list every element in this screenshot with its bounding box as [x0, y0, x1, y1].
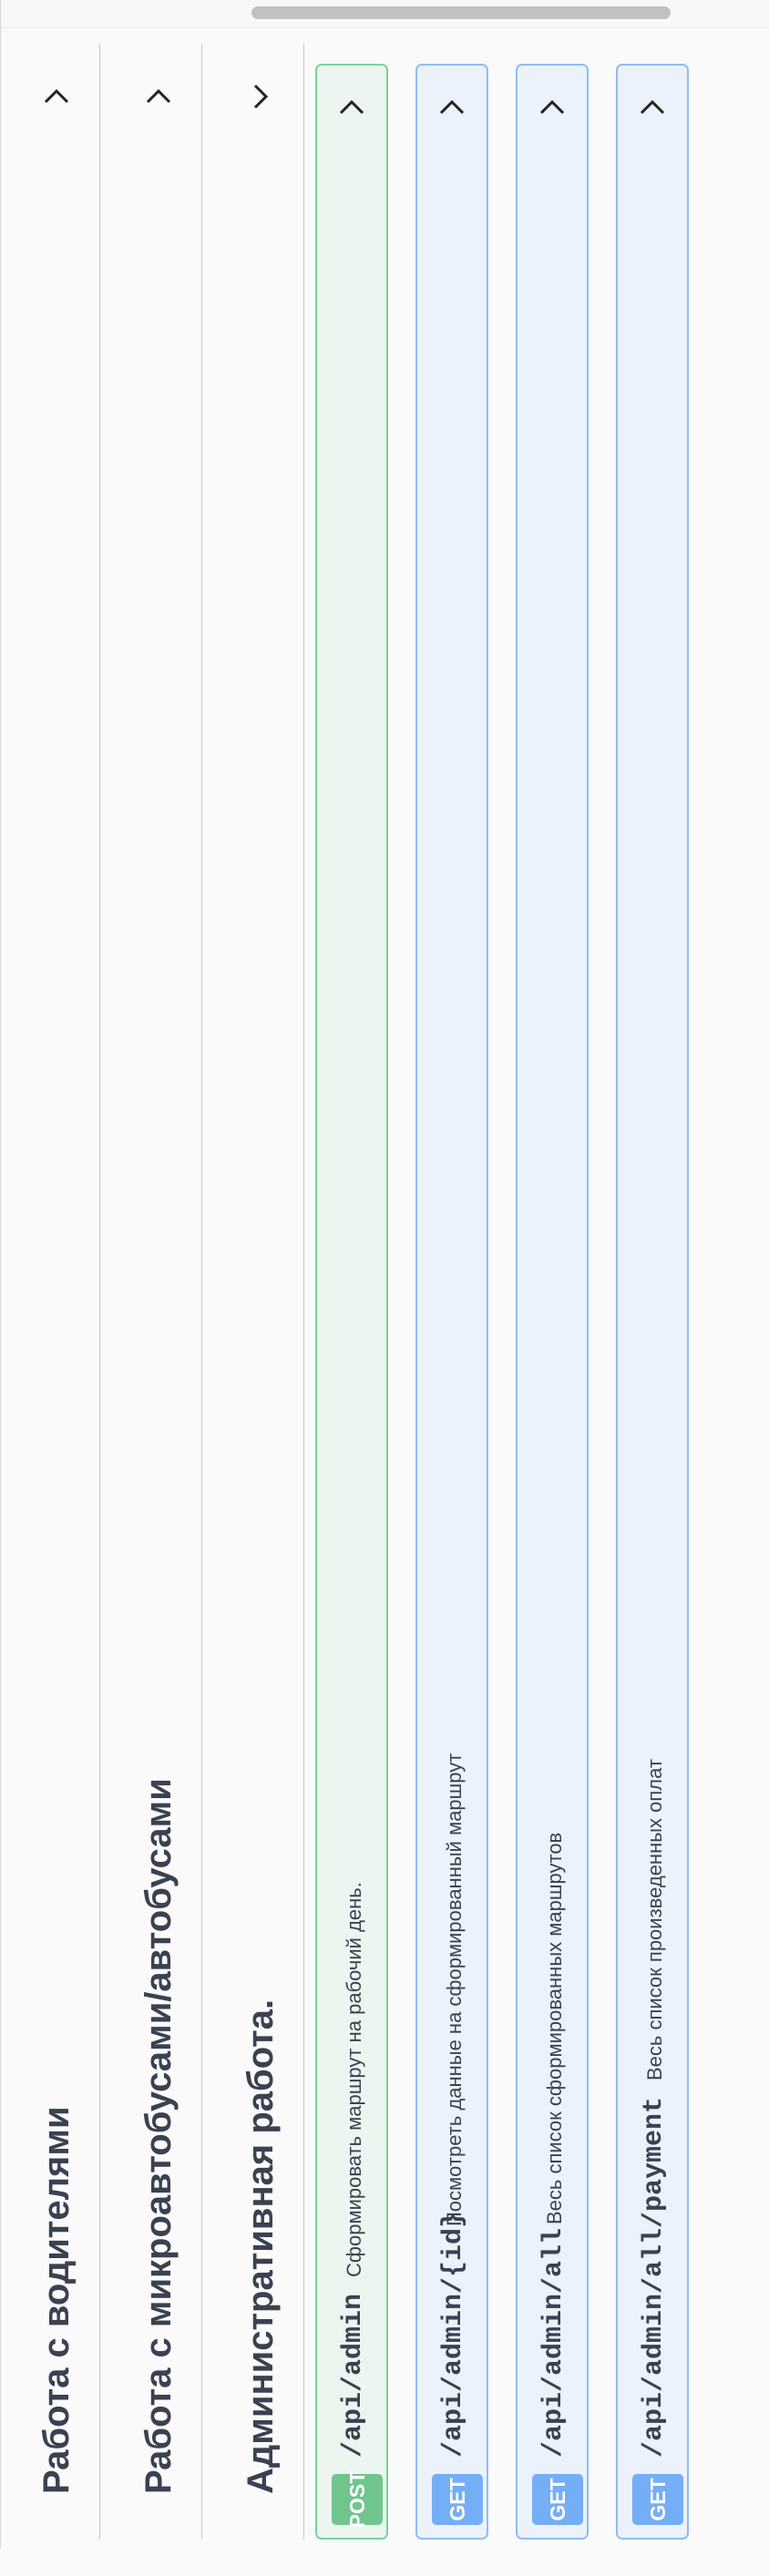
- divider: [303, 44, 304, 2540]
- horizontal-scrollbar[interactable]: [0, 0, 769, 28]
- chevron-right-icon[interactable]: [636, 91, 669, 124]
- section-title: Административная работа.: [241, 1998, 281, 2494]
- operation-get-admin-all-payment[interactable]: GET /api/admin/all/payment Весь список п…: [616, 64, 689, 2540]
- scrollbar-thumb[interactable]: [251, 6, 671, 19]
- operation-get-admin-all[interactable]: GET /api/admin/all Весь список сформиров…: [516, 64, 589, 2540]
- operation-path: /api/admin/all/payment: [639, 2096, 670, 2458]
- method-badge: GET: [632, 2474, 683, 2525]
- section-title: Работа с микроавтобусами/автобусами: [138, 1778, 179, 2494]
- divider: [201, 44, 202, 2540]
- operation-path: /api/admin: [338, 2293, 369, 2458]
- method-badge: GET: [432, 2474, 483, 2525]
- section-buses[interactable]: Работа с микроавтобусами/автобусами: [102, 44, 202, 2540]
- chevron-down-icon[interactable]: [244, 80, 277, 113]
- method-badge: GET: [532, 2474, 583, 2525]
- section-drivers[interactable]: Работа с водителями: [0, 44, 100, 2540]
- operation-description: Посмотреть данные на сформированный марш…: [443, 1753, 466, 2226]
- operation-description: Весь список сформированных маршрутов: [543, 1832, 566, 2224]
- operation-get-admin-id[interactable]: GET /api/admin/{id} Посмотреть данные на…: [415, 64, 488, 2540]
- operation-description: Весь список произведенных оплат: [643, 1759, 666, 2080]
- chevron-right-icon[interactable]: [536, 91, 569, 124]
- section-admin[interactable]: Административная работа.: [204, 44, 304, 2540]
- divider: [99, 44, 100, 2540]
- chevron-right-icon[interactable]: [142, 80, 175, 113]
- method-badge: POST: [332, 2471, 383, 2528]
- operation-post-admin[interactable]: POST /api/admin Сформировать маршрут на …: [315, 64, 388, 2540]
- operation-path: /api/admin/all: [538, 2227, 569, 2458]
- chevron-right-icon[interactable]: [40, 80, 73, 113]
- chevron-right-icon[interactable]: [436, 91, 468, 124]
- operation-path: /api/admin/{id}: [438, 2211, 469, 2458]
- operation-description: Сформировать маршрут на рабочий день.: [343, 1882, 365, 2277]
- section-title: Работа с водителями: [36, 2106, 77, 2494]
- chevron-right-icon[interactable]: [335, 91, 368, 124]
